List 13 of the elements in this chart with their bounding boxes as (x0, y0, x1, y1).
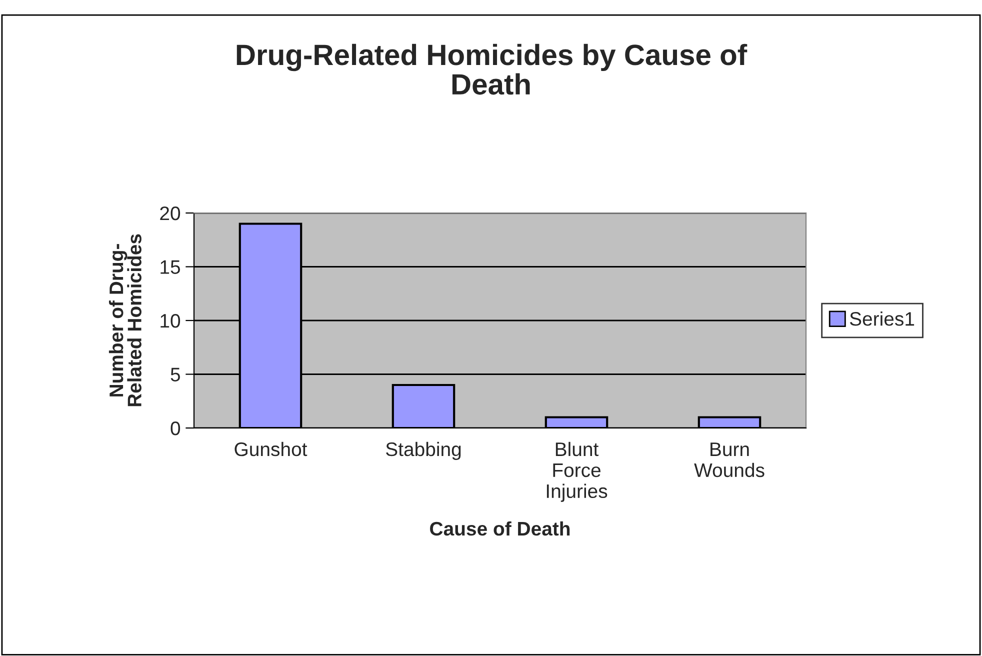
y-tick-label: 5 (170, 368, 180, 382)
legend-label: Series1 (850, 311, 914, 326)
y-tick-label: 0 (170, 421, 180, 436)
y-tick-label: 15 (160, 260, 180, 274)
x-tick-label: Stabbing (386, 442, 461, 460)
chart-title: Drug-Related Homicides by Cause of Death (236, 44, 748, 95)
y-tick-label: 10 (160, 314, 180, 328)
x-axis-title: Cause of Death (430, 521, 570, 536)
x-tick-label: Gunshot (234, 442, 308, 456)
y-axis-title: Number of Drug-Related Homicides (108, 234, 142, 406)
x-tick-label: Burn Wounds (694, 442, 764, 478)
x-tick-label: Blunt Force Injuries (546, 442, 608, 502)
y-tick-label: 20 (160, 206, 180, 220)
